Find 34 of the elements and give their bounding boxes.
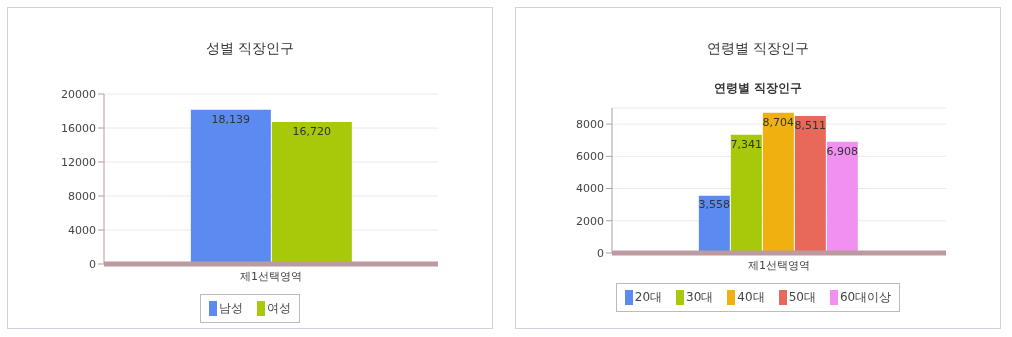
data-label: 3,558 [698, 198, 731, 212]
data-label: 16,720 [292, 124, 332, 138]
data-label: 8,511 [794, 118, 827, 132]
legend-label: 여성 [266, 300, 291, 317]
chart-subtitle: 연령별 직장인구 [712, 80, 804, 97]
legend-label: 40대 [736, 289, 765, 306]
chart-title: 성별 직장인구 [204, 40, 296, 58]
legend-label: 60대이상 [838, 289, 892, 306]
data-label: 7,341 [730, 137, 763, 151]
y-tick-label: 8000 [68, 189, 96, 203]
y-tick-label: 2000 [576, 214, 604, 228]
y-tick-label: 4000 [68, 223, 96, 237]
x-tick-label: 제1선택영역 [748, 258, 810, 272]
bar [762, 112, 794, 253]
data-label: 8,704 [762, 115, 795, 129]
legend-label: 20대 [633, 289, 663, 306]
y-tick-label: 4000 [576, 182, 604, 196]
x-tick-label: 제1선택영역 [240, 269, 302, 283]
legend-label: 남성 [218, 300, 243, 317]
y-tick-label: 20000 [61, 87, 96, 101]
data-label: 6,908 [826, 144, 859, 158]
bar [794, 115, 826, 253]
bar [826, 141, 858, 253]
y-tick-label: 12000 [61, 155, 96, 169]
y-tick-label: 8000 [576, 118, 604, 132]
data-label: 18,139 [211, 112, 251, 126]
chart-title: 연령별 직장인구 [705, 40, 811, 58]
y-tick-label: 16000 [61, 121, 96, 135]
y-tick-label: 6000 [576, 150, 604, 164]
legend-label: 30대 [685, 289, 714, 306]
bar [730, 134, 762, 253]
y-tick-label: 0 [89, 257, 96, 271]
legend-label: 50대 [787, 289, 816, 306]
y-tick-label: 0 [597, 246, 604, 260]
